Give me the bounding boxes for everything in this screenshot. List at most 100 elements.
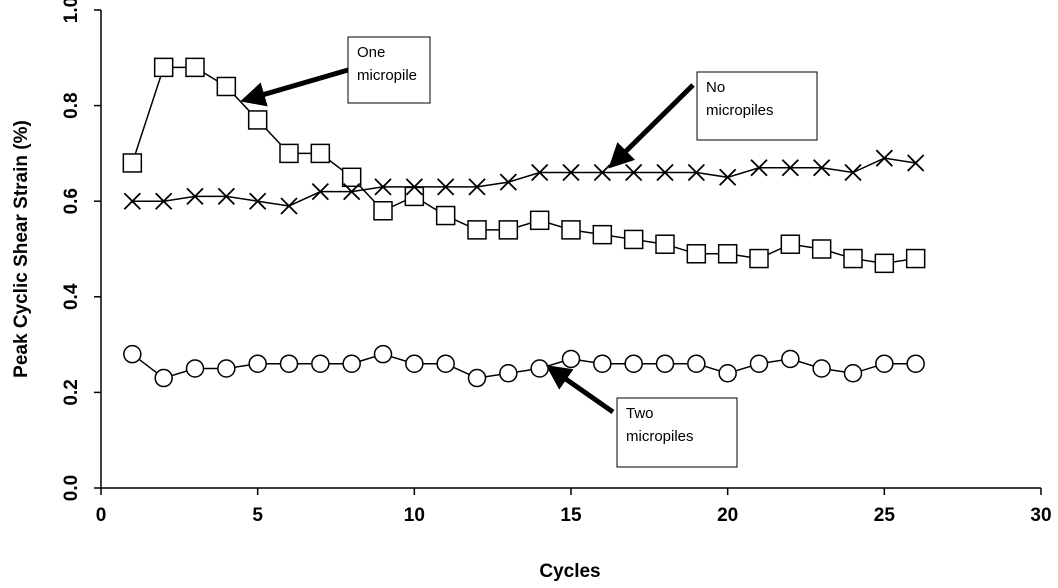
y-tick-label: 1.0 — [61, 0, 82, 23]
circle-marker — [436, 354, 455, 373]
circle-marker — [561, 349, 581, 369]
x-marker — [155, 192, 173, 210]
x-marker — [405, 178, 423, 196]
annotation-text: micropiles — [626, 428, 694, 445]
square-marker — [686, 244, 707, 264]
square-marker — [874, 253, 895, 274]
x-marker — [217, 187, 235, 206]
square-marker — [843, 248, 863, 269]
circle-marker — [718, 364, 737, 383]
square-marker — [811, 239, 832, 259]
x-marker — [531, 163, 549, 182]
annotation-arrow — [608, 83, 695, 169]
x-marker — [374, 178, 392, 196]
circle-marker — [154, 368, 173, 388]
annotation-text: micropile — [357, 67, 417, 84]
square-marker — [279, 143, 299, 164]
x-marker — [280, 197, 298, 215]
series-line — [132, 157, 916, 207]
circle-marker — [185, 359, 205, 378]
x-tick-label: 25 — [874, 505, 896, 526]
x-tick-label: 10 — [404, 505, 425, 526]
x-tick-label: 0 — [96, 505, 107, 526]
square-marker — [467, 220, 487, 240]
square-marker — [905, 248, 926, 269]
square-marker — [185, 57, 205, 78]
x-tick-label: 30 — [1030, 505, 1051, 526]
x-marker — [844, 163, 862, 182]
annotation-box — [616, 397, 738, 468]
annotation-arrow — [545, 365, 615, 415]
circle-marker — [812, 359, 831, 378]
x-marker — [750, 159, 768, 177]
circle-marker — [530, 359, 549, 378]
square-marker — [153, 57, 174, 78]
y-axis-title: Peak Cyclic Shear Strain (%) — [11, 120, 32, 378]
circle-marker — [373, 344, 393, 364]
y-tick-label: 0.6 — [61, 188, 82, 214]
square-marker — [655, 234, 675, 254]
x-marker — [687, 163, 705, 182]
series — [123, 344, 925, 388]
x-marker — [123, 192, 141, 210]
x-tick-label: 15 — [560, 505, 582, 526]
y-tick-label: 0.0 — [61, 475, 82, 501]
annotation-box — [696, 71, 818, 141]
annotation-arrow — [240, 67, 349, 107]
circle-marker — [593, 354, 612, 373]
circle-marker — [499, 364, 518, 383]
x-tick-label: 5 — [252, 505, 263, 526]
x-marker — [875, 149, 893, 167]
circle-marker — [467, 368, 487, 388]
x-marker — [437, 178, 455, 196]
circle-marker — [781, 349, 800, 369]
x-marker — [249, 192, 267, 210]
circle-marker — [342, 354, 361, 373]
circle-marker — [843, 364, 863, 383]
annotation-text: One — [357, 44, 385, 61]
circle-marker — [248, 354, 267, 373]
circle-marker — [687, 354, 706, 373]
series — [122, 57, 926, 274]
x-marker — [719, 168, 737, 186]
square-marker — [780, 234, 801, 254]
x-marker — [562, 163, 580, 182]
x-marker — [593, 163, 611, 182]
square-marker — [498, 220, 519, 240]
x-marker — [781, 159, 799, 177]
annotation-text: micropiles — [706, 102, 774, 119]
circle-marker — [624, 354, 643, 373]
square-marker — [310, 143, 331, 164]
annotation-text: No — [706, 79, 725, 96]
square-marker — [561, 220, 581, 240]
square-marker — [216, 76, 237, 97]
square-marker — [623, 229, 644, 250]
square-marker — [373, 201, 393, 221]
circle-marker — [311, 354, 330, 373]
x-marker — [813, 159, 831, 177]
annotation-box — [347, 36, 431, 104]
circle-marker — [749, 354, 769, 373]
square-marker — [435, 205, 456, 226]
x-marker — [186, 187, 204, 206]
square-marker — [717, 244, 738, 264]
x-marker — [468, 178, 486, 196]
x-marker — [343, 183, 361, 201]
circle-marker — [655, 354, 675, 373]
x-tick-label: 20 — [717, 505, 738, 526]
y-tick-label: 0.8 — [61, 92, 82, 118]
circle-marker — [906, 354, 925, 373]
circle-marker — [875, 354, 894, 373]
square-marker — [404, 186, 425, 207]
square-marker — [592, 224, 613, 245]
y-tick-label: 0.4 — [61, 283, 82, 310]
square-marker — [122, 153, 143, 173]
x-marker — [656, 163, 674, 182]
square-marker — [529, 210, 550, 231]
square-marker — [749, 248, 769, 269]
circle-marker — [279, 354, 299, 373]
x-marker — [311, 183, 329, 201]
circle-marker — [217, 359, 236, 378]
x-axis-title: Cycles — [539, 561, 600, 582]
